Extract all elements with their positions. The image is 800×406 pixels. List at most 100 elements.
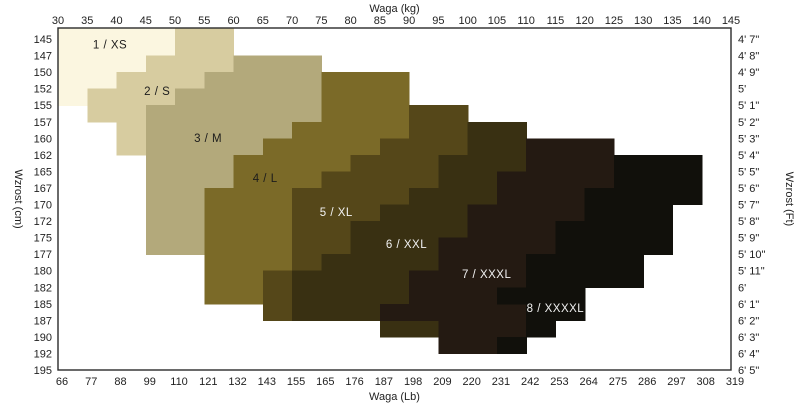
- region-xs: [58, 28, 176, 106]
- region-cellband-s: [116, 121, 147, 139]
- region-cellband-s: [116, 138, 147, 156]
- tick-cm: 160: [34, 133, 52, 145]
- region-l: [204, 72, 410, 305]
- axis-top-kg: 30 35 40 45 50 55 60 65 70 75 80 85 90 95 100 105 110 115…: [52, 3, 740, 27]
- region-cellband-m: [145, 105, 322, 123]
- tick-lb: 143: [258, 376, 276, 388]
- region-cellband-xxxxl: [584, 204, 674, 222]
- tick-cm: 187: [34, 315, 52, 327]
- size-label-xxl: 6 / XXL: [386, 239, 427, 251]
- region-cellband-xxxxl: [555, 221, 674, 239]
- tick-ft: 4' 7": [738, 34, 759, 46]
- tick-cm: 177: [34, 249, 52, 261]
- axis-title-waga-kg: Waga (kg): [369, 3, 419, 15]
- region-cellband-xxl: [467, 138, 527, 156]
- region-cellband-m: [204, 72, 322, 90]
- tick-kg: 105: [488, 15, 506, 27]
- tick-lb: 110: [170, 376, 188, 388]
- tick-kg: 135: [663, 15, 681, 27]
- tick-kg: 50: [169, 15, 181, 27]
- region-cellband-l: [204, 237, 293, 255]
- tick-cm: 192: [34, 348, 52, 360]
- region-cellband-l: [292, 121, 410, 139]
- tick-ft: 5' 2": [738, 117, 759, 129]
- tick-kg: 85: [374, 15, 386, 27]
- region-cellband-xxxxl: [526, 303, 586, 321]
- tick-lb: 264: [580, 376, 598, 388]
- axis-title-wzrost-cm: Wzrost (cm): [12, 169, 24, 228]
- region-cellband-l: [204, 221, 293, 239]
- tick-cm: 165: [34, 166, 52, 178]
- tick-lb: 286: [638, 376, 656, 388]
- tick-lb: 242: [521, 376, 539, 388]
- tick-ft: 5' 9": [738, 233, 759, 245]
- region-s: [87, 28, 235, 156]
- tick-cm: 172: [34, 216, 52, 228]
- region-cellband-xxl: [321, 254, 439, 272]
- tick-cm: 180: [34, 266, 52, 278]
- region-cellband-xxl: [292, 270, 410, 288]
- axis-bottom-lb: 66 77 88 99 110 121 132 143 155 165 176 187 198 209 22…: [56, 376, 744, 403]
- size-label-xs: 1 / XS: [93, 39, 127, 51]
- tick-lb: 253: [550, 376, 568, 388]
- axis-title-waga-lb: Waga (Lb): [369, 391, 420, 403]
- tick-ft: 5' 11": [738, 266, 765, 278]
- region-cellband-xs: [58, 28, 176, 57]
- tick-ft: 6': [738, 282, 746, 294]
- tick-lb: 99: [144, 376, 156, 388]
- tick-cm: 162: [34, 150, 52, 162]
- size-label-xl: 5 / XL: [320, 207, 353, 219]
- region-cellband-m: [145, 221, 205, 239]
- tick-ft: 6' 3": [738, 332, 759, 344]
- tick-ft: 5' 10": [738, 249, 766, 261]
- region-cellband-xxl: [438, 154, 527, 172]
- region-cellband-xl: [262, 303, 293, 321]
- tick-ft: 5' 1": [738, 100, 759, 112]
- tick-ft: 5': [738, 84, 746, 96]
- region-xxxl: [379, 138, 615, 355]
- region-cellband-xxxxl: [555, 237, 674, 255]
- region-cellband-xxxl: [467, 221, 557, 239]
- region-xxl: [292, 121, 527, 338]
- region-cellband-xxxxl: [613, 154, 703, 172]
- tick-ft: 5' 4": [738, 150, 759, 162]
- tick-cm: 190: [34, 332, 52, 344]
- region-cellband-xxxl: [496, 187, 586, 206]
- tick-kg: 145: [722, 15, 740, 27]
- tick-cm: 170: [34, 200, 52, 212]
- tick-kg: 60: [227, 15, 239, 27]
- region-cellband-s: [87, 105, 147, 123]
- region-cellband-xl: [379, 138, 469, 156]
- tick-kg: 75: [315, 15, 327, 27]
- region-cellband-l: [262, 138, 381, 156]
- tick-cm: 152: [34, 84, 52, 96]
- region-cellband-l: [204, 270, 264, 288]
- region-cellband-xs: [58, 72, 118, 90]
- tick-lb: 187: [375, 376, 393, 388]
- region-cellband-xxxxl: [526, 320, 557, 338]
- region-cellband-l: [321, 88, 410, 106]
- region-cellband-m: [145, 204, 205, 222]
- region-cellband-xl: [409, 105, 469, 123]
- size-label-s: 2 / S: [144, 86, 170, 98]
- region-cellband-xl: [292, 254, 322, 272]
- region-cellband-m: [145, 187, 205, 206]
- region-cellband-xxxl: [496, 171, 615, 189]
- region-cellband-xxxl: [526, 154, 615, 172]
- tick-ft: 5' 3": [738, 133, 759, 145]
- tick-ft: 6' 5": [738, 365, 759, 377]
- region-cellband-l: [204, 287, 264, 305]
- tick-ft: 6' 2": [738, 315, 759, 327]
- region-cellband-xxxxl: [496, 287, 586, 305]
- region-cellband-l: [321, 72, 410, 90]
- region-cellband-xxl: [409, 187, 498, 206]
- size-regions: [58, 28, 703, 355]
- tick-lb: 155: [287, 376, 305, 388]
- region-cellband-xxxxl: [584, 187, 703, 206]
- region-xxxxl: [496, 154, 703, 355]
- tick-kg: 115: [547, 15, 565, 27]
- axis-right-ft: 4' 7" 4' 8" 4' 9" 5' 5' 1" 5' 2" 5' 3" 5' 4" 5' …: [738, 34, 795, 377]
- region-cellband-xl: [292, 187, 410, 206]
